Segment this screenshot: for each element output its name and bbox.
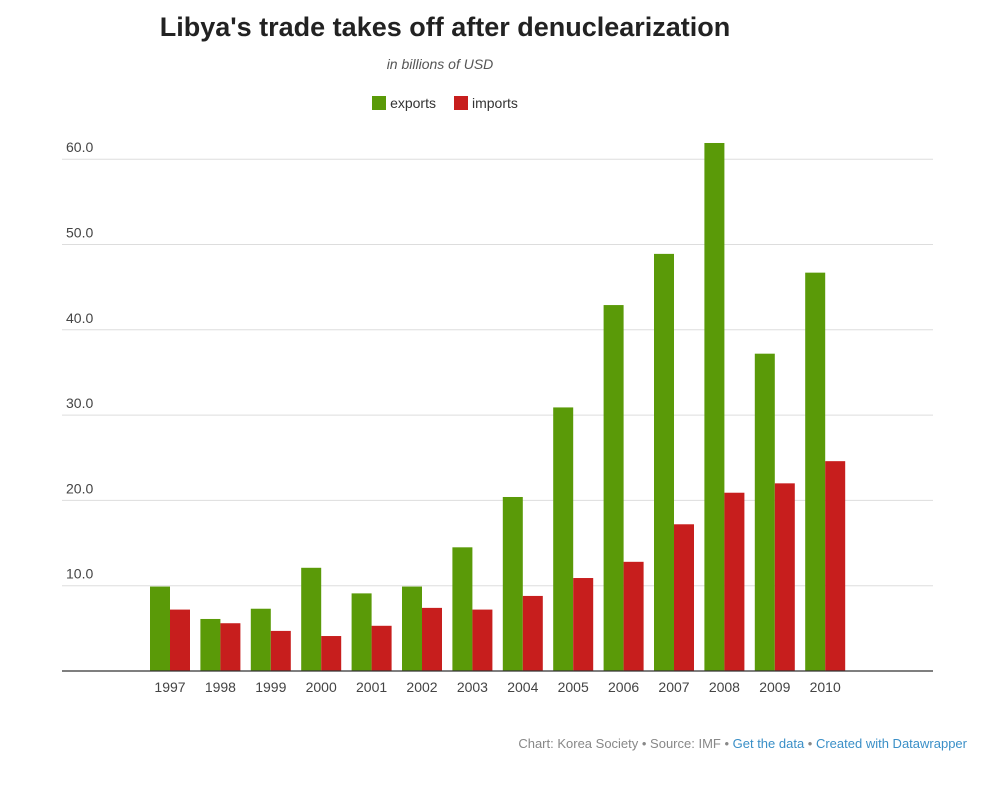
created-with-datawrapper-link[interactable]: Created with Datawrapper [815, 736, 967, 751]
x-tick-label: 1997 [154, 679, 185, 695]
bar-imports-1998 [220, 623, 241, 671]
bar-imports-2007 [674, 524, 694, 671]
y-tick-label: 40.0 [66, 310, 93, 326]
x-tick-label: 2002 [406, 679, 437, 695]
bar-imports-2008 [724, 492, 745, 671]
bar-imports-1997 [170, 609, 190, 671]
bar-exports-2000 [301, 567, 322, 671]
legend: exports imports [0, 95, 890, 111]
bar-exports-2002 [402, 586, 422, 671]
legend-swatch-exports [372, 96, 387, 110]
y-tick-label: 60.0 [66, 139, 93, 155]
x-tick-label: 2005 [558, 679, 589, 695]
x-tick-label: 2010 [810, 679, 841, 695]
x-tick-label: 2004 [507, 679, 538, 695]
chart-subtitle: in billions of USD [386, 56, 494, 72]
footer-separator: • [804, 736, 816, 751]
bar-chart: 10.0 20.0 30.0 40.0 50.0 60.0 1997 1998 1999 2000… [62, 139, 933, 695]
x-tick-label: 2003 [457, 679, 488, 695]
bar-exports-2006 [603, 305, 624, 671]
bar-exports-2001 [351, 593, 372, 671]
chart-title: Libya's trade takes off after denucleari… [159, 12, 731, 42]
bar-exports-1998 [200, 618, 221, 671]
bar-imports-1999 [270, 630, 291, 671]
legend-item-exports: exports [372, 95, 436, 111]
x-tick-label: 2009 [759, 679, 790, 695]
bar-exports-2010 [805, 272, 826, 671]
legend-label-exports: exports [390, 95, 436, 111]
y-tick-label: 50.0 [66, 225, 93, 241]
chart-footer: Chart: Korea Society • Source: IMF • Get… [518, 736, 967, 751]
bar-imports-2002 [422, 607, 442, 671]
bar-imports-2010 [825, 461, 846, 671]
bar-imports-2001 [371, 625, 392, 671]
x-tick-label: 1999 [255, 679, 286, 695]
x-tick-label: 2007 [658, 679, 689, 695]
y-tick-label: 20.0 [66, 480, 93, 496]
bar-imports-2009 [774, 483, 795, 671]
footer-credit: Chart: Korea Society • Source: IMF • [518, 736, 733, 751]
bar-exports-2007 [654, 253, 674, 671]
y-tick-label: 10.0 [66, 566, 93, 582]
bar-exports-1997 [150, 586, 170, 671]
legend-item-imports: imports [454, 95, 518, 111]
bar-exports-2008 [704, 142, 725, 672]
bar-imports-2004 [522, 595, 543, 671]
bar-exports-2004 [502, 496, 523, 671]
bar-imports-2000 [321, 636, 342, 671]
bar-exports-2005 [553, 407, 574, 671]
bar-imports-2006 [623, 561, 644, 671]
x-tick-label: 2008 [709, 679, 740, 695]
x-tick-label: 1998 [205, 679, 236, 695]
bar-exports-2003 [452, 547, 473, 671]
bar-imports-2003 [472, 609, 493, 671]
bar-exports-1999 [250, 608, 271, 671]
bar-imports-2005 [573, 578, 594, 671]
bar-exports-2009 [754, 353, 775, 671]
legend-label-imports: imports [472, 95, 518, 111]
y-tick-label: 30.0 [66, 395, 93, 411]
x-tick-label: 2001 [356, 679, 387, 695]
get-the-data-link[interactable]: Get the data [732, 736, 805, 751]
x-tick-label: 2006 [608, 679, 639, 695]
x-tick-label: 2000 [306, 679, 337, 695]
legend-swatch-imports [454, 96, 468, 110]
